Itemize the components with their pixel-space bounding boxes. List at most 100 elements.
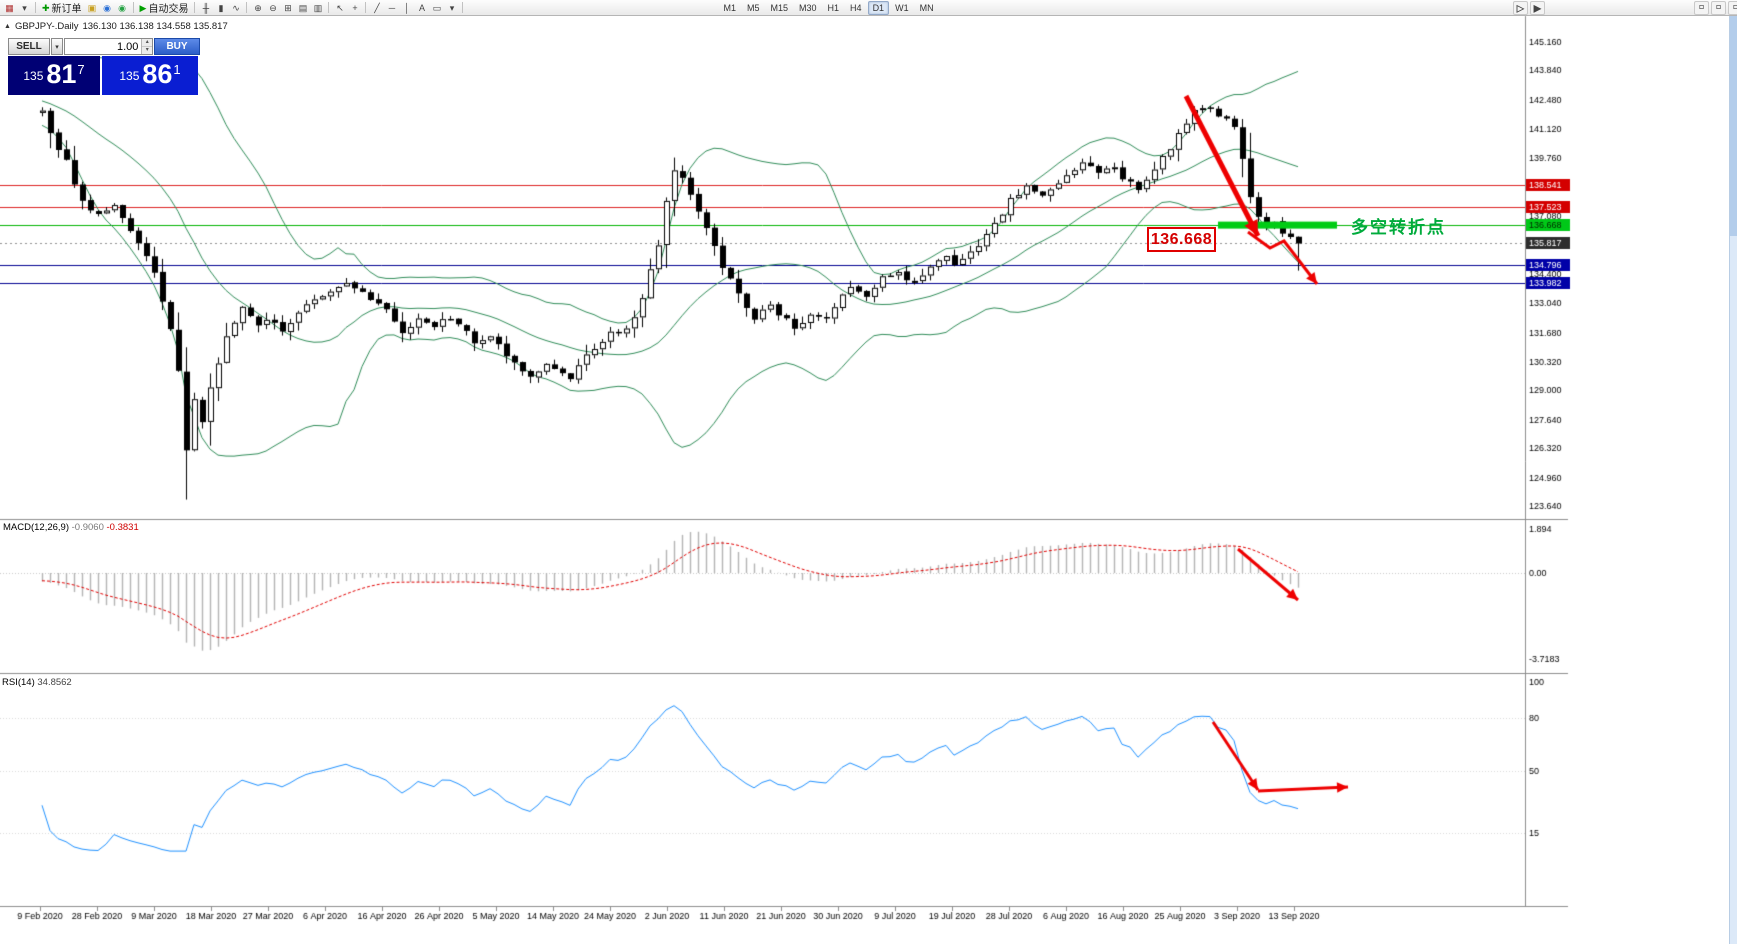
toolbar-right-group-a: ▹ ▸ [1513, 0, 1545, 17]
sell-dropdown-icon[interactable]: ▾ [51, 38, 63, 55]
new-chart-icon[interactable]: ▦ [2, 1, 17, 15]
new-chart-icon: ▦ [5, 2, 14, 13]
chart-symbol-period: GBPJPY-.Daily [14, 21, 79, 32]
sell-price-sup: 7 [77, 62, 85, 77]
rsi-indicator-label: RSI(14) 34.8562 [2, 677, 72, 688]
vertical-line-icon: │ [404, 2, 410, 13]
buy-button[interactable]: BUY [154, 38, 200, 55]
text-label-icon[interactable]: A [414, 1, 429, 15]
macd-indicator-label: MACD(12,26,9) -0.9060 -0.3831 [3, 522, 139, 533]
toolbar-separator [365, 2, 367, 13]
auto-trading-button[interactable]: ▶ 自动交易 [137, 1, 192, 16]
vertical-line-icon[interactable]: │ [399, 1, 414, 15]
tile-horizontal-icon[interactable]: ▤ [295, 1, 310, 15]
auto-scroll-icon[interactable]: ▸ [1530, 0, 1545, 17]
timeframe-h4[interactable]: H4 [850, 2, 862, 13]
lot-spinner: ▴ ▾ [141, 39, 152, 54]
zoom-in-icon: ⊕ [254, 2, 262, 13]
buy-price-quote[interactable]: 135 86 1 [102, 56, 198, 95]
timeframe-m1[interactable]: M1 [723, 2, 736, 13]
toolbar-items: ▦ ▾ ✚ 新订单 ▣ ◉ ◉ ▶ 自动交易 ╫ ▮ ∿ ⊕ ⊖ ⊞ ▤ ▥ ↖ + ╱ ─ │ A ▭ ▾ [2, 0, 466, 16]
tile-vertical-icon: ▥ [313, 2, 323, 13]
text-label-icon: A [418, 2, 425, 13]
bar-chart-icon: ╫ [202, 2, 210, 13]
tile-windows-icon[interactable]: ⊞ [280, 1, 295, 15]
tile-windows-icon: ⊞ [284, 2, 292, 13]
lot-size-input[interactable] [65, 39, 142, 54]
crosshair-icon: + [352, 2, 358, 13]
lot-size-field: ▴ ▾ [64, 38, 153, 55]
shapes-icon: ▭ [432, 2, 442, 13]
timeframe-w1[interactable]: W1 [895, 2, 909, 13]
crosshair-icon[interactable]: + [347, 1, 362, 15]
new-order-button-icon: ✚ [42, 2, 50, 13]
line-chart-icon[interactable]: ∿ [228, 1, 243, 15]
toolbar-separator [246, 2, 248, 13]
timeframe-m30[interactable]: M30 [799, 2, 817, 13]
trendline-icon: ╱ [374, 2, 380, 13]
zoom-in-icon[interactable]: ⊕ [250, 1, 265, 15]
market-watch-icon: ▣ [87, 2, 97, 13]
objects-dropdown-icon[interactable]: ▾ [444, 1, 459, 15]
timeframe-m5[interactable]: M5 [746, 2, 760, 13]
toolbar-separator [35, 2, 36, 13]
buy-price-big: 86 [142, 59, 173, 89]
pivot-chinese-annotation[interactable]: 多空转折点 [1351, 218, 1446, 237]
sell-price-big: 81 [46, 59, 77, 89]
toolbar-separator [328, 2, 330, 13]
cursor-icon[interactable]: ↖ [332, 1, 347, 15]
zoom-out-icon: ⊖ [269, 2, 277, 13]
toolbar-right-group-b: ▫ ▫ ▫ [1694, 0, 1737, 16]
terminal-icon[interactable]: ◉ [115, 1, 130, 15]
objects-dropdown-icon: ▾ [449, 2, 455, 13]
pivot-price-annotation[interactable]: 136.668 [1147, 227, 1216, 252]
timeframe-group: M1 M5 M15 M30 H1 H4 D1 W1 MN [718, 0, 938, 15]
terminal-icon: ◉ [118, 2, 126, 13]
bar-chart-icon[interactable]: ╫ [198, 1, 213, 15]
auto-trading-button-label: 自动交易 [148, 4, 189, 15]
chart-title: ▲ GBPJPY-.Daily 136.130 136.138 134.558 … [4, 21, 228, 32]
lot-spinner-down-icon[interactable]: ▾ [142, 47, 152, 54]
one-click-panel-toggle-icon[interactable]: ▲ [4, 23, 11, 30]
one-click-trading-panel: SELL ▾ ▴ ▾ BUY 135 81 7 135 86 1 [8, 38, 200, 95]
timeframe-h1[interactable]: H1 [827, 2, 840, 13]
macd-name: MACD(12,26,9) [3, 522, 69, 533]
navigator-icon: ◉ [103, 2, 111, 13]
right-scrollbar-thumb[interactable] [1730, 16, 1737, 236]
horizontal-line-icon[interactable]: ─ [384, 1, 399, 15]
right-scrollbar[interactable] [1729, 16, 1737, 944]
lot-spinner-up-icon[interactable]: ▴ [142, 39, 152, 47]
candlestick-chart-icon[interactable]: ▮ [213, 1, 228, 15]
sell-price-quote[interactable]: 135 81 7 [8, 56, 100, 95]
toolbar: ▦ ▾ ✚ 新订单 ▣ ◉ ◉ ▶ 自动交易 ╫ ▮ ∿ ⊕ ⊖ ⊞ ▤ ▥ ↖ + ╱ ─ │ A ▭ ▾ M1 M5 M15 M3… [0, 0, 1737, 17]
new-order-button-label: 新订单 [51, 4, 82, 15]
profiles-dropdown-icon: ▾ [22, 2, 27, 13]
panel-toggle-icon-1[interactable]: ▫ [1694, 0, 1709, 16]
navigator-icon[interactable]: ◉ [100, 1, 115, 15]
cursor-icon: ↖ [336, 2, 344, 13]
market-watch-icon[interactable]: ▣ [85, 1, 100, 15]
panel-toggle-icon-2[interactable]: ▫ [1711, 0, 1726, 16]
shapes-icon[interactable]: ▭ [429, 1, 444, 15]
tile-horizontal-icon: ▤ [298, 2, 308, 13]
zoom-out-icon[interactable]: ⊖ [265, 1, 280, 15]
chart-ohlc-values: 136.130 136.138 134.558 135.817 [82, 21, 228, 32]
line-chart-icon: ∿ [232, 2, 240, 13]
rsi-value: 34.8562 [37, 677, 72, 688]
sell-button[interactable]: SELL [8, 38, 50, 55]
chart-shift-icon[interactable]: ▹ [1513, 0, 1528, 17]
toolbar-separator [194, 2, 196, 13]
timeframe-m15[interactable]: M15 [770, 2, 789, 13]
profiles-dropdown-icon[interactable]: ▾ [17, 1, 32, 15]
timeframe-d1[interactable]: D1 [867, 0, 890, 15]
timeframe-mn[interactable]: MN [919, 2, 934, 13]
tile-vertical-icon[interactable]: ▥ [310, 1, 325, 15]
auto-trading-button-icon: ▶ [139, 2, 147, 13]
new-order-button[interactable]: ✚ 新订单 [39, 1, 85, 16]
toolbar-separator [462, 2, 464, 13]
macd-value: -0.9060 [71, 522, 104, 533]
panel-toggle-icon-3[interactable]: ▫ [1728, 0, 1737, 16]
trendline-icon[interactable]: ╱ [369, 1, 384, 15]
